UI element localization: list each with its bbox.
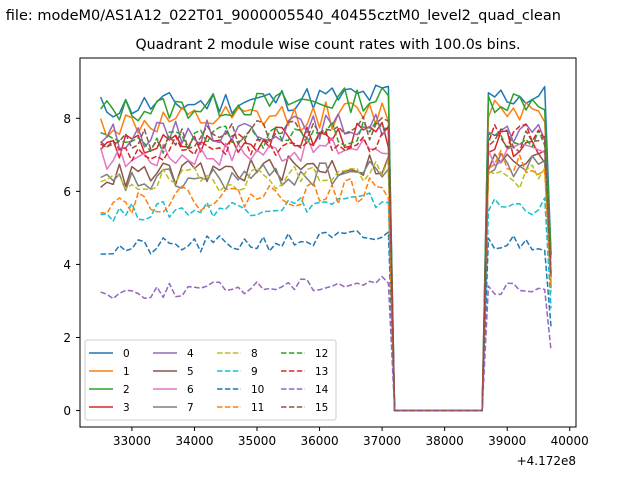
legend-label-9: 9 [251,366,258,378]
figure-suptitle: n file: modeM0/AS1A12_022T01_9000005540_… [0,8,561,24]
chart-title: Quadrant 2 module wise count rates with … [135,37,520,53]
y-tick-label: 8 [63,112,71,126]
series-line-13 [100,123,552,412]
series-line-5 [100,152,552,412]
x-tick-label: 35000 [238,434,276,448]
x-offset-label: +4.172e8 [517,454,576,468]
legend-label-8: 8 [251,348,258,360]
legend-label-3: 3 [123,402,130,414]
legend-label-10: 10 [251,384,264,396]
series-line-4 [100,113,552,412]
legend-label-0: 0 [123,348,130,360]
axes-frame [79,57,577,428]
y-tick-label: 0 [63,404,71,418]
legend-label-13: 13 [315,366,328,378]
series-line-2 [100,87,552,412]
legend-label-11: 11 [251,402,264,414]
legend-label-4: 4 [187,348,194,360]
x-axis: 33000 34000 35000 36000 37000 38000 39000 40000 [113,427,589,448]
x-tick-label: 40000 [551,434,589,448]
legend-label-6: 6 [187,384,194,396]
x-tick-label: 34000 [175,434,213,448]
legend-label-14: 14 [315,384,329,396]
series-line-15 [100,115,552,412]
legend-label-7: 7 [187,402,194,414]
legend-box [84,339,337,421]
y-tick-label: 4 [63,258,71,272]
plot-area [99,84,552,412]
x-tick-label: 38000 [426,434,464,448]
series-line-1 [99,99,552,412]
y-tick-label: 2 [63,331,71,345]
series-line-14 [100,275,552,412]
series-line-12 [100,120,552,412]
y-axis: 0 2 4 6 8 [63,112,80,418]
x-tick-label: 37000 [363,434,401,448]
legend-label-12: 12 [315,348,328,360]
x-tick-label: 39000 [488,434,526,448]
legend-label-5: 5 [187,366,194,378]
series-line-11 [100,149,552,412]
x-tick-label: 33000 [113,434,151,448]
legend-label-1: 1 [123,366,130,378]
series-line-0 [99,84,552,412]
series-line-9 [100,192,552,412]
x-tick-label: 36000 [300,434,338,448]
series-line-10 [100,230,552,412]
legend-label-15: 15 [315,402,328,414]
legend-label-2: 2 [123,384,130,396]
series-line-8 [100,158,552,412]
y-tick-label: 6 [63,185,71,199]
